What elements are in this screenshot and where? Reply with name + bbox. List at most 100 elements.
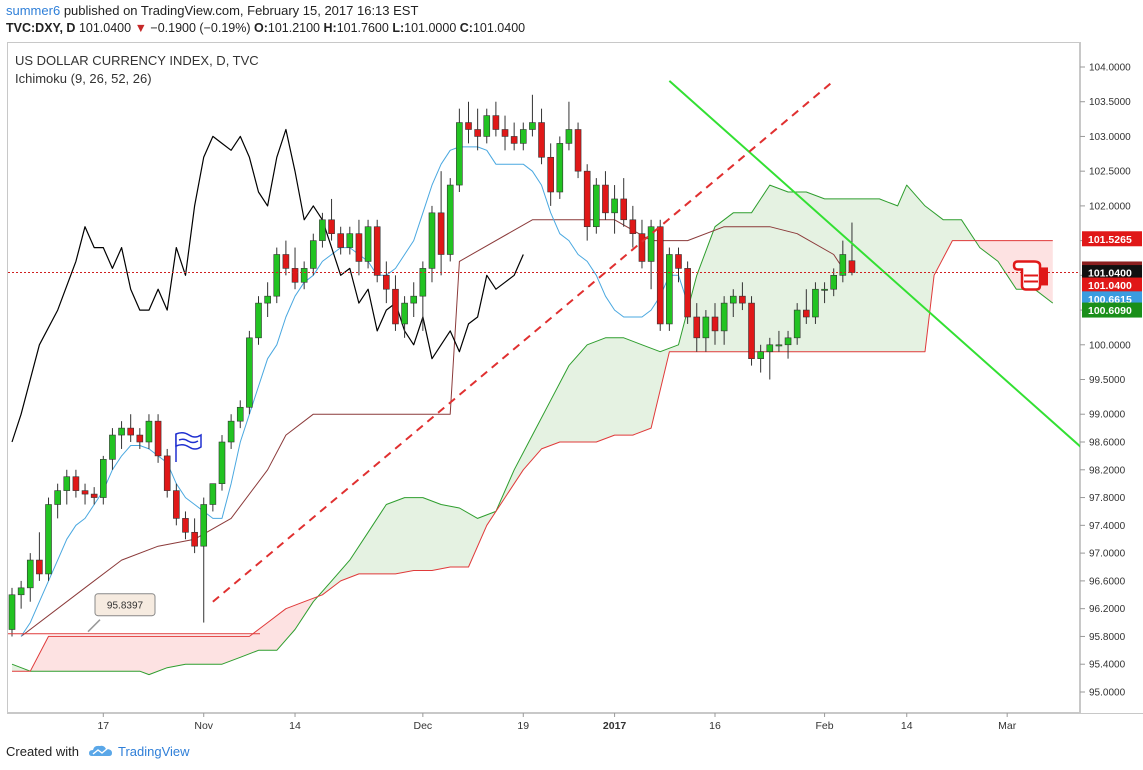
price-tick-label: 99.0000	[1089, 410, 1126, 421]
price-tick-label: 98.6000	[1089, 438, 1126, 449]
price-label-bg	[1082, 231, 1142, 247]
candle-body	[483, 115, 491, 137]
candle-body	[821, 288, 828, 291]
tradingview-cloud-icon	[88, 745, 112, 756]
price-tick-label: 97.8000	[1089, 493, 1126, 504]
price-axis: 104.0000 103.5000 103.0000 102.5000 102.0000…	[1080, 63, 1131, 699]
candle	[675, 247, 682, 283]
bullish-cloud	[317, 185, 978, 597]
candle	[81, 483, 89, 505]
time-tick-label: 2017	[603, 720, 627, 732]
candle	[474, 108, 481, 151]
candle-body	[282, 254, 290, 269]
candle	[437, 171, 445, 276]
price-label-text: 101.0400	[1088, 268, 1132, 280]
downtrend-line	[668, 80, 1080, 448]
candle-body	[63, 476, 71, 491]
candle-body	[666, 254, 673, 325]
candle-body	[26, 559, 34, 589]
candle	[565, 101, 573, 151]
candle	[556, 136, 564, 199]
candle-body	[173, 490, 180, 519]
candle	[519, 122, 527, 151]
indicator-legend[interactable]: Ichimoku (9, 26, 52, 26)	[15, 71, 152, 86]
candle	[501, 115, 509, 151]
candle-body	[364, 226, 372, 262]
candle	[547, 143, 554, 206]
trendlines	[212, 80, 1080, 603]
time-tick-label: 17	[97, 720, 109, 732]
tradingview-logo-text[interactable]: TradingView	[118, 744, 190, 759]
candle-body	[383, 275, 390, 290]
candle-body	[684, 268, 691, 318]
candle-body	[739, 295, 746, 304]
time-tick-label: 19	[517, 720, 529, 732]
candle	[711, 303, 719, 345]
candle	[574, 122, 582, 179]
candle	[319, 212, 326, 248]
close-value: 101.0400	[472, 21, 526, 35]
candle	[803, 289, 810, 324]
candle-body	[583, 170, 591, 228]
price-labels: 101.5265101.0915101.0400101.0400100.6615…	[1082, 231, 1142, 318]
candle	[693, 303, 701, 352]
candle-body	[702, 316, 710, 339]
ichimoku-lines	[11, 128, 1054, 676]
chart-area[interactable]	[7, 42, 1080, 713]
candle-body	[291, 268, 299, 283]
candle	[629, 205, 637, 248]
price-tick-label: 95.4000	[1089, 660, 1126, 671]
candle-body	[109, 434, 116, 460]
price-label-bg	[1082, 265, 1142, 281]
senkou-span-b	[12, 240, 1053, 672]
candle-body	[830, 275, 838, 290]
candle-body	[191, 531, 198, 547]
senkou-span-a	[11, 184, 1054, 676]
candle-body	[565, 129, 573, 144]
candle	[446, 178, 454, 262]
candle	[656, 219, 664, 331]
price-tick-label: 103.5000	[1089, 97, 1131, 108]
annotations: 95.8397	[8, 260, 1080, 635]
price-tick-label: 100.0000	[1089, 340, 1131, 351]
candle-body	[100, 459, 107, 498]
price-label-text: 101.0400	[1088, 280, 1132, 292]
chart-header: summer6 published on TradingView.com, Fe…	[0, 0, 1143, 40]
candle-body	[54, 490, 61, 505]
candle-body	[547, 156, 554, 193]
candle-body	[118, 427, 125, 436]
candle-body	[812, 288, 819, 318]
price-label-text: 100.6090	[1088, 305, 1132, 317]
candle	[729, 289, 737, 317]
candle-body	[136, 434, 144, 443]
candle	[757, 344, 764, 373]
candle	[90, 487, 98, 505]
price-label-text: 101.5265	[1088, 234, 1132, 246]
candle-body	[647, 226, 655, 262]
publish-info: published on TradingView.com, February 1…	[63, 3, 419, 18]
price-axis-border	[1080, 42, 1081, 713]
publish-line: summer6 published on TradingView.com, Fe…	[6, 3, 418, 18]
candle	[282, 240, 290, 276]
candle	[419, 261, 427, 331]
time-tick-label: Nov	[194, 720, 213, 732]
candle	[300, 261, 308, 290]
candle	[291, 247, 299, 290]
candle	[45, 497, 52, 581]
candle	[163, 448, 171, 498]
flag-icon	[175, 431, 202, 462]
candle	[766, 337, 774, 380]
candle	[702, 310, 710, 352]
price-tick-label: 102.5000	[1089, 167, 1131, 178]
candle-body	[346, 233, 354, 248]
candle	[346, 226, 354, 255]
time-tick-label: Mar	[998, 720, 1017, 732]
candle	[638, 219, 646, 269]
candle	[529, 94, 536, 137]
candle-body	[264, 295, 271, 304]
candle	[720, 296, 728, 345]
author-link[interactable]: summer6	[6, 3, 61, 18]
candle	[611, 185, 618, 234]
candle-body	[127, 427, 134, 436]
